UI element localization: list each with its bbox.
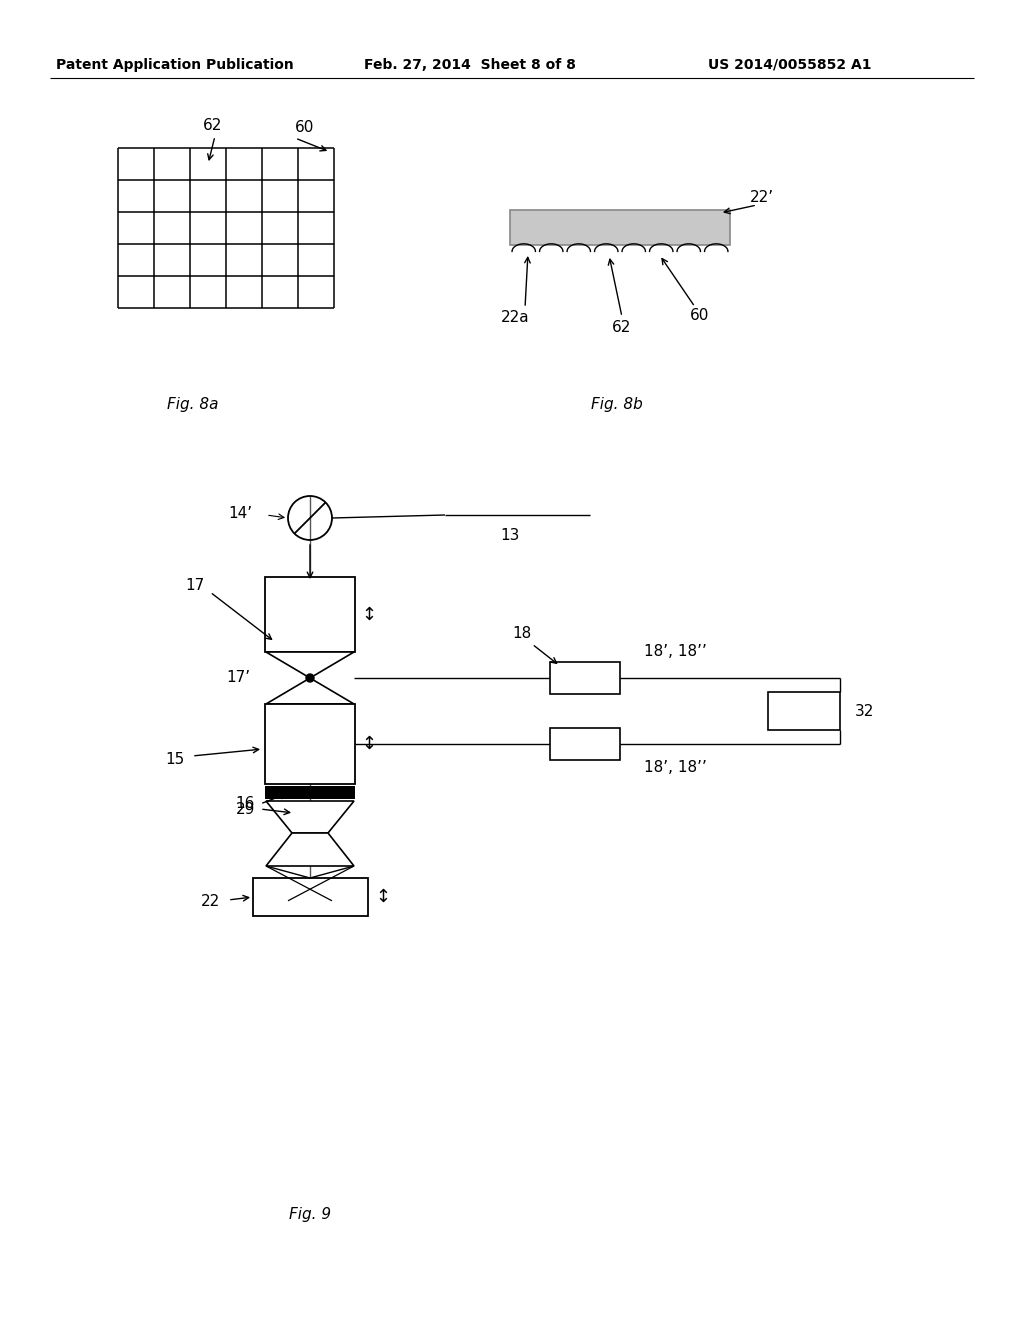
Text: ↕: ↕ [376, 888, 390, 906]
Text: 60: 60 [295, 120, 314, 136]
Text: 16: 16 [236, 796, 255, 812]
Text: 15: 15 [166, 751, 185, 767]
Text: 18’, 18’’: 18’, 18’’ [643, 644, 707, 660]
Text: Fig. 9: Fig. 9 [289, 1208, 331, 1222]
Text: 32: 32 [855, 704, 874, 718]
Circle shape [306, 675, 314, 682]
Bar [510, 210, 730, 246]
Bar [265, 785, 355, 799]
Text: Patent Application Publication: Patent Application Publication [56, 58, 294, 73]
Text: 17’: 17’ [226, 671, 250, 685]
Polygon shape [266, 833, 354, 866]
Polygon shape [266, 678, 354, 704]
Text: 62: 62 [612, 321, 632, 335]
Polygon shape [266, 652, 354, 678]
Text: 14’: 14’ [228, 506, 252, 520]
Bar [768, 692, 840, 730]
Text: 18’, 18’’: 18’, 18’’ [643, 760, 707, 776]
Bar [550, 729, 620, 760]
Polygon shape [266, 801, 354, 833]
Text: 29: 29 [236, 801, 255, 817]
Text: 13: 13 [501, 528, 520, 544]
Text: 62: 62 [204, 119, 222, 133]
Bar [265, 577, 355, 652]
Text: 18: 18 [512, 627, 531, 642]
Text: ↕: ↕ [361, 735, 377, 752]
Bar [265, 704, 355, 784]
Text: ↕: ↕ [361, 606, 377, 623]
Text: 22a: 22a [501, 310, 529, 326]
Text: Fig. 8b: Fig. 8b [591, 397, 643, 412]
Bar [253, 878, 368, 916]
Text: 60: 60 [690, 309, 710, 323]
Text: US 2014/0055852 A1: US 2014/0055852 A1 [709, 58, 871, 73]
Text: 22: 22 [201, 895, 220, 909]
Text: 17: 17 [185, 578, 205, 593]
Bar [550, 663, 620, 694]
Text: Feb. 27, 2014  Sheet 8 of 8: Feb. 27, 2014 Sheet 8 of 8 [365, 58, 575, 73]
Text: Fig. 8a: Fig. 8a [167, 397, 219, 412]
Text: 22’: 22’ [750, 190, 774, 205]
